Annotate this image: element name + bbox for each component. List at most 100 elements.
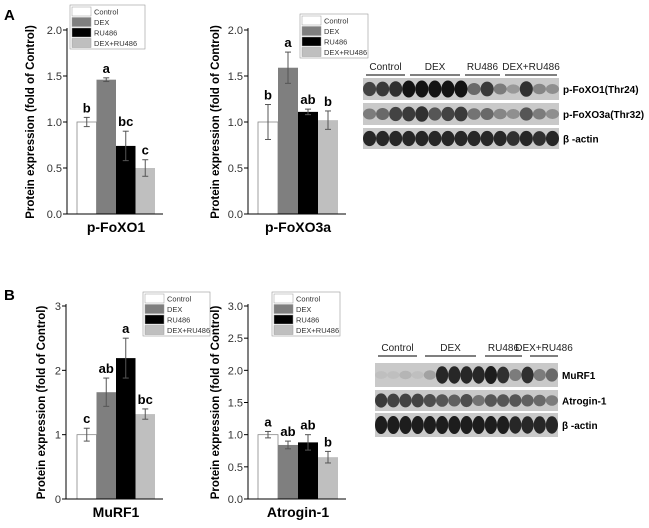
significance-letter: bc — [138, 392, 153, 407]
bar-chart-atrogin-1: 0.0 0.5 1.0 1.5 2.0 2.5 3.0 Protein expression … — [210, 291, 346, 520]
blot-band — [467, 82, 481, 96]
significance-letter: a — [103, 61, 111, 76]
lane-group-label: DEX+RU486 — [515, 343, 573, 354]
legend-swatch — [71, 17, 92, 27]
y-tick-label: 0.5 — [228, 462, 243, 474]
blot-band — [497, 366, 510, 384]
legend-entry: DEX — [167, 305, 182, 314]
blot-band — [521, 394, 534, 407]
blot-band — [423, 393, 436, 408]
blot-band — [402, 130, 416, 147]
significance-letter: ab — [99, 361, 114, 376]
lane-group-label: Control — [369, 62, 401, 73]
blot-band — [460, 393, 473, 408]
blot-band — [454, 106, 468, 122]
legend-swatch — [273, 304, 294, 314]
blot-band — [509, 369, 522, 381]
blot-band — [387, 416, 400, 434]
legend-swatch — [144, 325, 165, 335]
blot-band — [387, 393, 400, 408]
blot-band — [411, 393, 424, 408]
legend-swatch — [301, 15, 322, 26]
blot-band — [545, 84, 559, 94]
legend-swatch — [301, 36, 322, 47]
bar-dex-ru486 — [318, 120, 338, 214]
blot-band — [448, 366, 461, 384]
blot-band — [480, 130, 494, 147]
blot-band — [428, 107, 442, 121]
blot-band — [519, 130, 533, 147]
blot-band — [480, 81, 494, 97]
bar-ru486 — [116, 358, 136, 499]
blot-band — [460, 366, 473, 384]
y-tick-label: 0.0 — [228, 209, 243, 221]
legend-entry: DEX+RU486 — [324, 48, 367, 57]
blot-band — [484, 416, 497, 434]
blot-band — [533, 416, 546, 434]
blot-band — [363, 108, 377, 120]
blot-band — [472, 394, 485, 407]
blot-band — [454, 130, 468, 147]
legend-entry: Control — [167, 295, 192, 304]
blot-band — [415, 80, 429, 98]
significance-letter: a — [284, 35, 292, 50]
lane-group-label: RU486 — [467, 62, 499, 73]
blot-band — [519, 81, 533, 97]
blot-band — [545, 416, 559, 434]
blot-band — [497, 416, 510, 434]
blot-band — [533, 369, 546, 381]
blot-band — [389, 106, 403, 122]
legend-entry: Control — [324, 17, 349, 26]
lane-group-label: DEX — [425, 62, 446, 73]
legend-entry: Control — [94, 8, 119, 17]
blot-band — [480, 107, 494, 121]
blot-band — [493, 130, 507, 147]
lane-group-label: Control — [381, 343, 413, 354]
blot-band — [506, 84, 520, 94]
blot-band — [533, 394, 546, 407]
blot-band — [387, 371, 400, 379]
western-blot-a: Control DEX RU486 DEX+RU486 p-FoXO1(Thr24) p-… — [363, 62, 644, 149]
y-tick-label: 1 — [55, 430, 61, 442]
y-tick-label: 2 — [55, 365, 61, 377]
blot-band — [423, 370, 436, 380]
blot-band — [545, 109, 559, 119]
bar-dex-ru486 — [318, 457, 338, 499]
blot-band — [519, 107, 533, 121]
blot-band — [363, 81, 377, 97]
blot-band — [532, 108, 546, 120]
y-tick-label: 2.0 — [228, 365, 243, 377]
blot-row-label: p-FoXO3a(Thr32) — [563, 110, 644, 121]
blot-band — [399, 393, 412, 408]
significance-letter: a — [264, 414, 272, 429]
blot-band — [521, 416, 534, 434]
panel-label-a: A — [4, 7, 15, 24]
y-axis-label: Protein expression (fold of Control) — [25, 25, 37, 219]
blot-band — [472, 366, 485, 384]
blot-band — [436, 366, 449, 384]
blot-band — [376, 81, 390, 97]
y-tick-label: 2.0 — [47, 25, 62, 37]
blot-row-label: β -actin — [563, 135, 599, 146]
blot-band — [399, 416, 412, 434]
y-tick-label: 3.0 — [228, 301, 243, 313]
significance-letter: ab — [300, 418, 315, 433]
y-axis-label: Protein expression (fold of Control) — [210, 306, 222, 500]
legend-swatch — [144, 314, 165, 325]
y-tick-label: 1.5 — [47, 71, 62, 83]
significance-letter: ab — [280, 424, 295, 439]
legend-entry: RU486 — [324, 38, 347, 47]
blot-band — [428, 130, 442, 147]
significance-letter: c — [83, 411, 90, 426]
blot-band — [376, 130, 390, 147]
legend-entry: DEX+RU486 — [94, 39, 137, 48]
blot-row-label: p-FoXO1(Thr24) — [563, 85, 639, 96]
y-tick-label: 2.0 — [228, 25, 243, 37]
legend-entry: RU486 — [94, 29, 117, 38]
